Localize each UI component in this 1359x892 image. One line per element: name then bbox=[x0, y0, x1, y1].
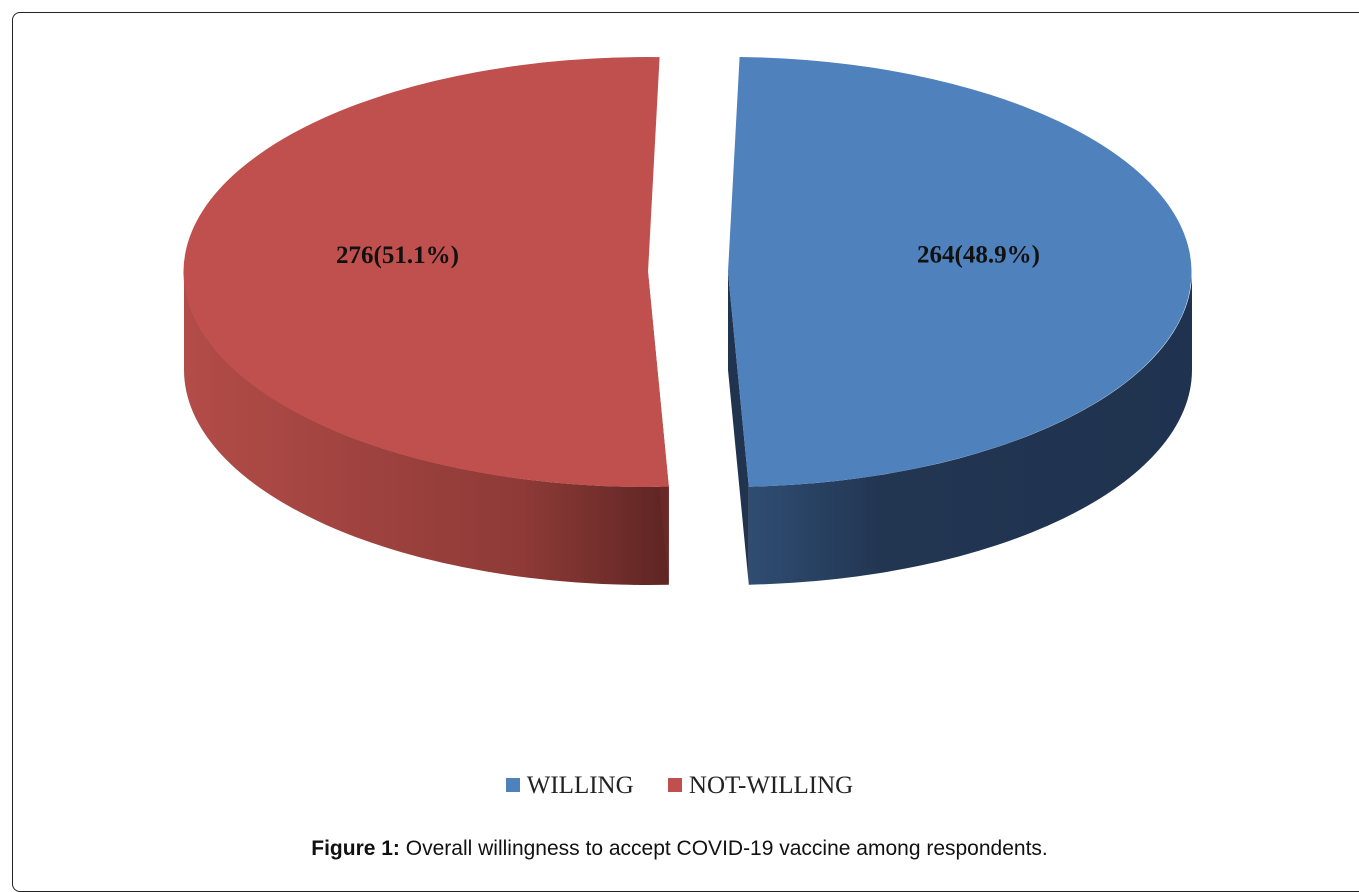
legend-label-not-willing: NOT-WILLING bbox=[688, 772, 854, 799]
legend-swatch-willing bbox=[505, 778, 520, 792]
caption-text: Overall willingness to accept COVID-19 v… bbox=[399, 837, 1048, 860]
data-label-willing: 264(48.9%) bbox=[917, 242, 1040, 269]
data-label-not-willing: 276(51.1%) bbox=[336, 242, 459, 269]
figure-caption: Figure 1: Overall willingness to accept … bbox=[0, 837, 1359, 861]
caption-prefix: Figure 1: bbox=[311, 837, 400, 860]
legend: WILLING NOT-WILLING bbox=[0, 772, 1359, 800]
pie-side-not-willing bbox=[184, 272, 669, 586]
pie-cut-face-willing bbox=[728, 271, 749, 585]
pie-side-willing bbox=[748, 271, 1192, 585]
legend-item-not-willing: NOT-WILLING bbox=[667, 772, 854, 800]
legend-label-willing: WILLING bbox=[526, 772, 634, 799]
legend-item-willing: WILLING bbox=[505, 772, 634, 800]
pie-slice-not-willing bbox=[183, 57, 669, 488]
legend-swatch-not-willing bbox=[667, 778, 682, 792]
pie-slice-willing bbox=[728, 57, 1192, 487]
